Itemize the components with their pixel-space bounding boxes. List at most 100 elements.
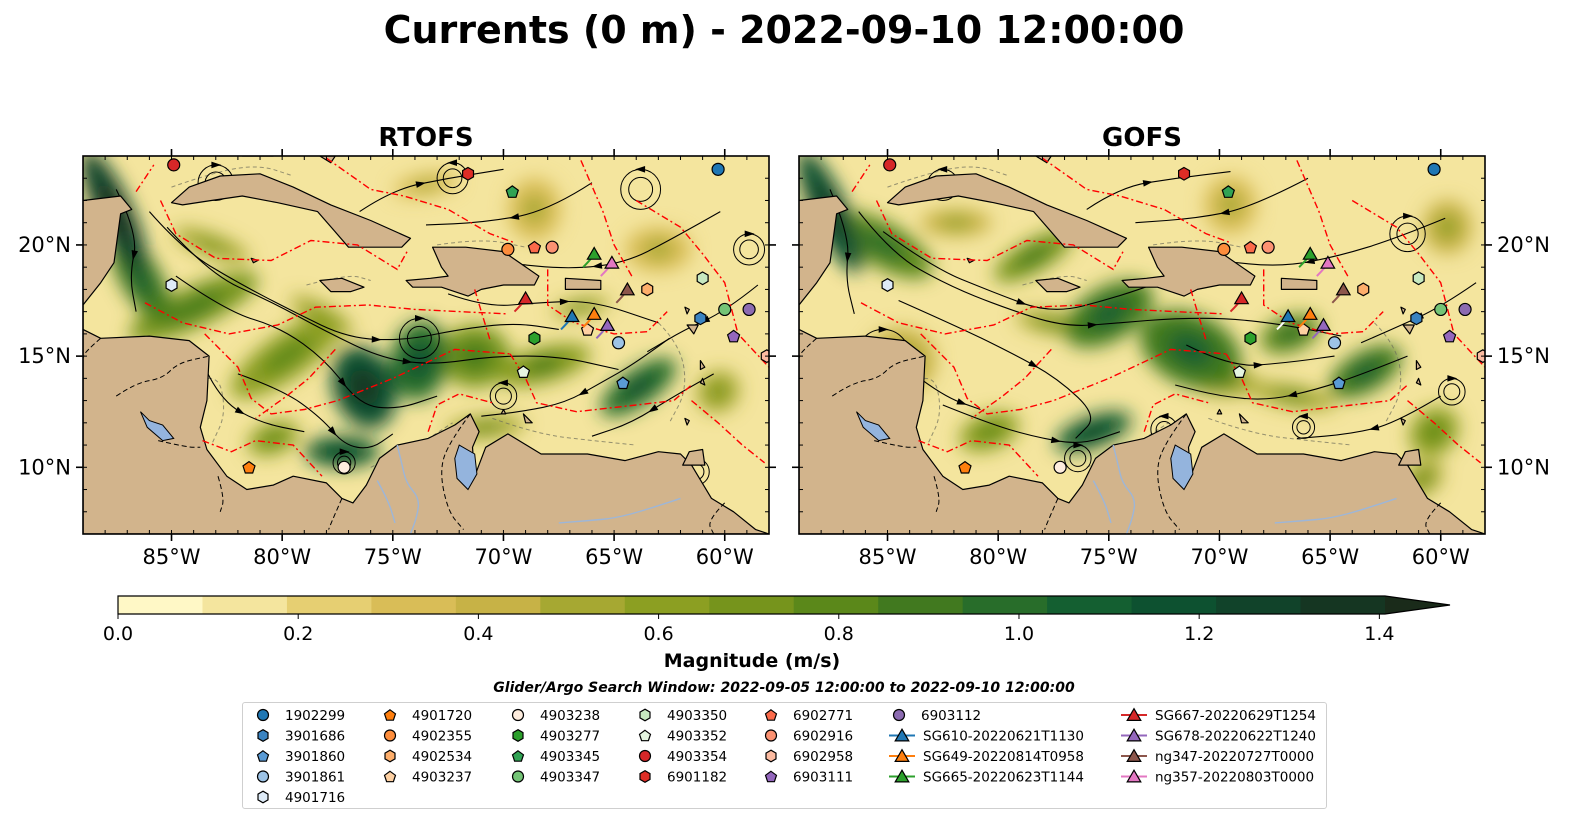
streamline [1214, 217, 1446, 266]
isobath-contour [437, 240, 526, 248]
eddy-arrow [878, 326, 889, 333]
land [1402, 324, 1415, 335]
streamline-arrow [1287, 390, 1298, 398]
land [682, 448, 706, 466]
legend-marker [257, 790, 269, 804]
colorbar: 0.0 0.2 0.4 0.6 0.8 1.0 1.2 1.4 [103, 595, 1451, 645]
legend-entry: SG649-20220814T0958 [889, 748, 1084, 765]
legend-entry: 4903350 [639, 708, 727, 724]
eddy-arrow [498, 379, 508, 387]
platform-marker-4902534 [1357, 282, 1370, 297]
colorbar-bin [1047, 596, 1133, 614]
streamline-arrow [337, 377, 347, 388]
magnitude-core [522, 195, 547, 224]
eddy-streamline [494, 387, 512, 405]
isobath-contour [898, 377, 941, 446]
map-area [799, 156, 1485, 534]
legend-label: 1902299 [285, 708, 345, 724]
land [957, 156, 990, 157]
land [1035, 277, 1081, 293]
platform-marker-6902771 [527, 240, 542, 254]
eez-boundary [918, 439, 1039, 477]
platform-marker-4903347 [718, 302, 732, 317]
platform-marker-4903354 [167, 158, 181, 172]
lake [856, 411, 891, 442]
streamline-arrow [1253, 362, 1264, 369]
legend-marker [764, 770, 778, 783]
streamline [503, 211, 721, 269]
eez-boundary [971, 348, 1052, 419]
colorbar-bin [455, 596, 541, 614]
platform-marker-3901860 [1332, 376, 1346, 390]
panel-title: GOFS [1102, 123, 1182, 153]
legend-label: 4903237 [412, 770, 472, 786]
x-tick-label: 85°W [143, 545, 201, 569]
country-border [441, 413, 471, 530]
legend-label: ng347-20220727T0000 [1155, 749, 1314, 765]
legend-marker [639, 708, 651, 722]
streamline [175, 275, 438, 409]
eddy-streamline [628, 176, 654, 202]
legend-entry: 4903238 [511, 708, 600, 724]
x-tick-label: 75°W [1080, 545, 1138, 569]
map-panel-gofs: GOFS 85°W 80°W 75°W 70°W 65°W 60°W 20°N 15°N 10°N [792, 123, 1550, 569]
platform-marker-6902771 [1243, 240, 1258, 254]
legend-marker [257, 729, 269, 742]
platform-marker-3901686 [1410, 311, 1423, 326]
magnitude-core [522, 355, 565, 375]
legend-entry: 4902355 [383, 729, 472, 745]
colorbar-bin [962, 596, 1048, 614]
colorbar-label: Magnitude (m/s) [664, 650, 841, 672]
platform-marker-4903238 [1053, 460, 1067, 474]
legend-marker [1126, 728, 1142, 742]
magnitude-core [1167, 331, 1214, 368]
legend-label: 4903352 [667, 729, 727, 745]
legend-entry: 3901686 [257, 729, 345, 745]
legend-entry: 6902958 [765, 749, 853, 765]
eddy-streamline [739, 239, 759, 260]
streamline-arrow [1050, 436, 1062, 444]
x-tick-label: 65°W [1301, 545, 1359, 569]
magnitude-core [860, 229, 906, 261]
colorbar-bin [118, 596, 203, 614]
streamline-arrow [509, 213, 520, 220]
country-border [83, 337, 102, 359]
colorbar-bin [624, 596, 710, 614]
legend-marker [256, 750, 270, 762]
legend-entry: 4903237 [383, 770, 472, 786]
search-window-subtitle: Glider/Argo Search Window: 2022-09-05 12… [493, 680, 1075, 696]
legend-label: SG667-20220629T1254 [1155, 708, 1316, 724]
platform-marker-ng347-20220727t0000 [1335, 281, 1352, 296]
legend-marker [894, 748, 910, 763]
land [1398, 448, 1422, 466]
legend-label: ng357-20220803T0000 [1155, 770, 1314, 786]
platform-marker-3901861 [611, 336, 626, 350]
platform-markers [165, 158, 769, 474]
legend-label: 4902534 [412, 749, 472, 765]
platform-marker-3901686 [694, 311, 707, 326]
colorbar-bin [1216, 596, 1302, 614]
legend-entry: SG610-20220621T1130 [889, 728, 1084, 745]
x-tick-label: 70°W [474, 545, 532, 569]
legend-marker [894, 769, 910, 783]
country-border [115, 355, 210, 397]
colorbar-tick-label: 1.0 [1004, 623, 1034, 645]
platform-marker-3901861 [1327, 336, 1342, 350]
eddy-arrow [1158, 412, 1169, 420]
legend-entry: 6903112 [892, 708, 981, 724]
legend-label: 3901860 [285, 749, 345, 765]
legend-marker [512, 729, 524, 742]
eez-boundary [144, 302, 508, 335]
eez-boundary [635, 199, 769, 368]
legend-entry: 4903352 [638, 729, 727, 745]
land [686, 324, 699, 335]
colorbar-bin [793, 596, 879, 614]
land [319, 277, 365, 293]
legend-marker [894, 728, 910, 742]
streamline-arrow [1219, 208, 1230, 216]
platform-marker-6902916 [545, 240, 559, 254]
land [83, 156, 133, 534]
platform-marker-sg678-20220622t1240 [599, 317, 616, 331]
streamline-arrow [1087, 322, 1098, 329]
platform-marker-3901860 [616, 376, 630, 390]
